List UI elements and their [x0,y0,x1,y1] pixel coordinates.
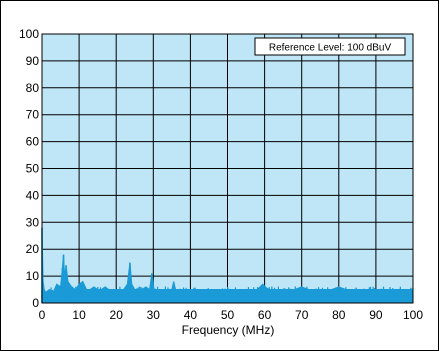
x-tick-label: 50 [221,308,235,322]
y-tick-label: 20 [26,242,40,256]
reference-level-box: Reference Level: 100 dBuV [254,37,406,56]
x-axis-title: Frequency (MHz) [182,323,275,337]
plot-border [41,33,414,304]
y-tick-label: 30 [26,215,40,229]
x-tick-label: 0 [39,308,46,322]
x-tick-label: 100 [403,308,423,322]
x-tick-label: 10 [72,308,86,322]
tick-labels: 0 10 20 30 40 50 60 70 80 90 100 0 10 20 30 40 50 60 70 80 9… [19,27,423,322]
y-tick-label: 50 [26,162,40,176]
y-tick-label: 80 [26,81,40,95]
x-tick-label: 90 [369,308,383,322]
y-tick-label: 60 [26,135,40,149]
x-tick-label: 70 [295,308,309,322]
x-tick-label: 20 [110,308,124,322]
x-tick-label: 30 [147,308,161,322]
x-tick-label: 60 [258,308,272,322]
x-tick-label: 80 [332,308,346,322]
y-tick-label: 90 [26,54,40,68]
y-tick-label: 40 [26,188,40,202]
series-layer [41,227,414,304]
y-tick-label: 0 [32,296,39,310]
x-tick-label: 40 [184,308,198,322]
y-tick-label: 70 [26,108,40,122]
y-tick-label: 100 [19,27,39,41]
reference-level-label: Reference Level: 100 dBuV [269,43,392,54]
spectrum-trace [41,227,414,304]
y-tick-label: 10 [26,269,40,283]
